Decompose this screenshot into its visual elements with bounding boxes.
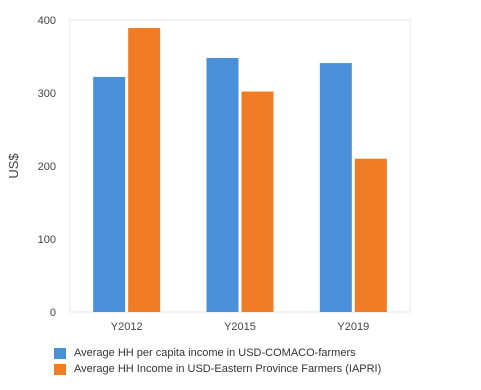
x-tick-label: Y2015 [224,321,256,333]
y-tick-label: 100 [38,234,56,246]
bar-series-1-Y2012 [93,76,126,312]
y-tick-label: 0 [50,307,56,319]
x-axis-ticks: Y2012 Y2015 Y2019 [111,321,369,333]
legend-swatch-series-1 [54,347,66,359]
legend-swatch-series-2 [54,363,66,375]
y-axis-ticks: 0 100 200 300 400 [38,15,56,319]
bar-series-2-Y2019 [354,158,387,312]
x-tick-label: Y2019 [337,321,369,333]
bar-series-1-Y2019 [319,63,352,312]
legend-label-series-2: Average HH Income in USD-Eastern Provinc… [74,363,382,375]
legend-item-series-2: Average HH Income in USD-Eastern Provinc… [54,362,381,376]
plot-area-frame [69,19,411,313]
y-axis-label: US$ [6,153,21,179]
legend: Average HH per capita income in USD-COMA… [54,346,381,378]
bar-series-1-Y2015 [206,57,239,313]
bar-series-2-Y2012 [128,28,161,313]
y-tick-label: 300 [38,88,56,100]
y-tick-label: 400 [38,15,56,27]
y-tick-label: 200 [38,161,56,173]
legend-item-series-1: Average HH per capita income in USD-COMA… [54,346,381,360]
x-tick-label: Y2012 [111,321,143,333]
bar-series-2-Y2015 [241,91,274,312]
legend-label-series-1: Average HH per capita income in USD-COMA… [74,347,356,359]
bars [93,28,387,313]
